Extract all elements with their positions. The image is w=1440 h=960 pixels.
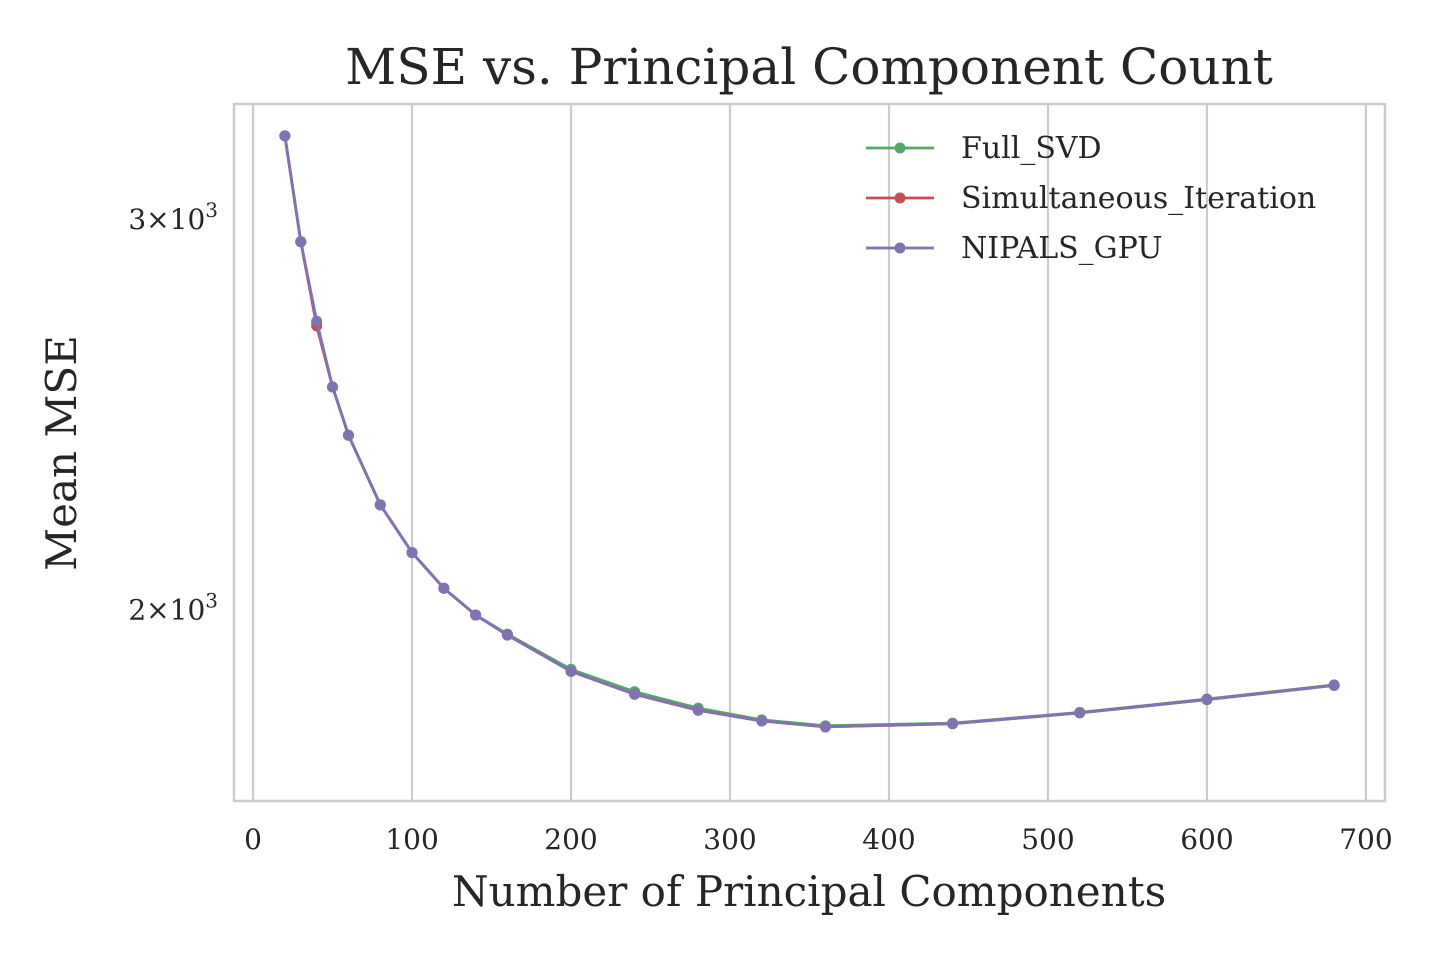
data-point [1328,679,1340,691]
data-point [406,547,418,559]
y-tick-label: 3×103 [128,198,218,236]
legend-item: Simultaneous_Iteration [866,181,1316,216]
grid-lines [251,104,1368,801]
data-point [470,609,482,621]
data-point [947,718,959,730]
legend-label: Full_SVD [961,131,1102,166]
legend-label: NIPALS_GPU [961,231,1163,266]
x-tick-label: 200 [544,823,597,856]
x-tick-label: 500 [1021,823,1074,856]
legend-swatch-marker [894,242,906,254]
data-point [279,130,291,142]
data-point [311,315,323,327]
legend-item: Full_SVD [866,131,1102,166]
data-point [1201,694,1213,706]
y-tick-labels: 3×103 2×103 [128,198,218,627]
data-point [501,629,513,641]
data-point [819,721,831,733]
data-point [327,381,339,393]
y-tick-label: 2×103 [128,589,218,627]
x-tick-label: 400 [862,823,915,856]
x-axis-label: Number of Principal Components [452,867,1166,916]
data-point [629,688,641,700]
x-tick-label: 0 [244,823,262,856]
data-point [295,236,307,248]
data-point [565,665,577,677]
legend: Full_SVD Simultaneous_Iteration NIPALS_GPU [866,131,1316,266]
series-nipals-gpu [279,130,1340,733]
legend-item: NIPALS_GPU [866,231,1163,266]
legend-swatch-marker [894,142,906,154]
x-tick-label: 600 [1180,823,1233,856]
legend-swatch-marker [894,192,906,204]
data-point [342,429,354,441]
y-axis-label: Mean MSE [37,335,86,571]
chart-title: MSE vs. Principal Component Count [345,38,1273,96]
x-tick-label: 100 [385,823,438,856]
data-point [374,499,386,511]
plot-frame [232,102,1387,803]
data-point [438,582,450,594]
series-layer [279,130,1340,733]
x-tick-label: 700 [1339,823,1392,856]
legend-label: Simultaneous_Iteration [961,181,1316,216]
data-point [756,715,768,727]
data-point [1074,707,1086,719]
x-tick-label: 300 [703,823,756,856]
x-tick-labels: 0 100 200 300 400 500 600 700 [244,823,1392,856]
data-point [692,704,704,716]
